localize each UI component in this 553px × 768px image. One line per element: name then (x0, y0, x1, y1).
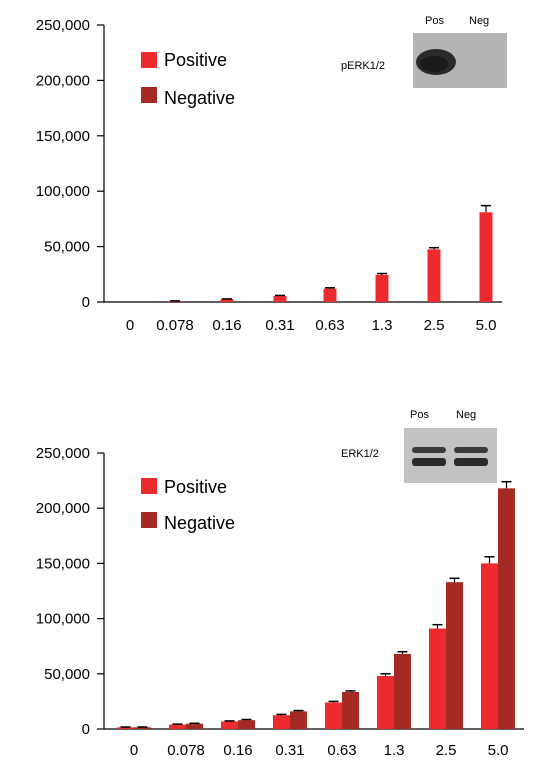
blot-lane-label-neg: Neg (469, 15, 489, 27)
legend-label-positive: Positive (164, 50, 227, 70)
legend-label-positive: Positive (164, 477, 227, 497)
bar-positive (169, 724, 186, 729)
x-tick-label: 5.0 (488, 742, 509, 759)
y-axis: 0 50,000 100,000 150,000 200,000 250,000 (36, 445, 105, 738)
x-tick-label: 0.63 (315, 317, 344, 334)
y-tick-label: 100,000 (36, 183, 90, 200)
y-tick-label: 150,000 (36, 555, 90, 572)
bar-negative (342, 692, 359, 729)
chart-perk: 0 50,000 100,000 150,000 200,000 250,000 0 0.0… (36, 15, 507, 334)
bar-positive (481, 563, 498, 729)
blot-band-neg-upper (454, 447, 488, 453)
x-tick-label: 0.31 (275, 742, 304, 759)
western-blot-inset: Pos Neg pERK1/2 (341, 15, 507, 88)
y-tick-label: 200,000 (36, 72, 90, 89)
bar-negative (134, 727, 151, 729)
x-tick-labels: 0 0.078 0.16 0.31 0.63 1.3 2.5 5.0 (130, 742, 509, 759)
bar-positive (429, 628, 446, 729)
bar-negative (498, 488, 515, 729)
y-tick-label: 150,000 (36, 128, 90, 145)
blot-image (404, 428, 497, 483)
x-tick-label: 0.078 (167, 742, 205, 759)
chart-erk: 0 50,000 100,000 150,000 200,000 250,000 0 0.0… (36, 409, 524, 759)
x-tick-label: 0 (126, 317, 134, 334)
legend-swatch-positive (141, 52, 157, 68)
bar-positive (375, 274, 389, 302)
bar-negative (186, 723, 203, 729)
legend-label-negative: Negative (164, 88, 235, 108)
bar-positive (427, 249, 441, 302)
x-tick-label: 5.0 (476, 317, 497, 334)
blot-lane-label-pos: Pos (410, 409, 429, 421)
legend-swatch-negative (141, 87, 157, 103)
blot-protein-label: pERK1/2 (341, 60, 385, 72)
y-tick-label: 100,000 (36, 611, 90, 628)
bar-positive (325, 702, 342, 729)
bar-positive (479, 212, 493, 302)
x-tick-label: 0.63 (327, 742, 356, 759)
x-tick-labels: 0 0.078 0.16 0.31 0.63 1.3 2.5 5.0 (126, 317, 497, 334)
x-tick-label: 1.3 (384, 742, 405, 759)
x-tick-label: 1.3 (372, 317, 393, 334)
blot-lane-label-neg: Neg (456, 409, 476, 421)
x-tick-label: 2.5 (424, 317, 445, 334)
y-axis: 0 50,000 100,000 150,000 200,000 250,000 (36, 17, 105, 311)
blot-band-pos-upper (412, 447, 446, 453)
x-tick-label: 0 (130, 742, 138, 759)
x-tick-label: 0.16 (223, 742, 252, 759)
bar-positive (273, 295, 287, 302)
bars (168, 204, 493, 302)
bar-negative (394, 653, 411, 729)
bar-positive (117, 727, 134, 729)
legend-swatch-negative (141, 512, 157, 528)
blot-band-neg-lower (454, 458, 488, 466)
bars (117, 480, 515, 729)
legend-label-negative: Negative (164, 513, 235, 533)
legend: Positive Negative (141, 477, 235, 533)
blot-band-pos-lower (412, 458, 446, 466)
blot-protein-label: ERK1/2 (341, 448, 379, 460)
y-tick-label: 50,000 (44, 239, 90, 256)
y-tick-label: 250,000 (36, 17, 90, 34)
bar-positive (221, 721, 238, 729)
western-blot-inset: Pos Neg ERK1/2 (341, 409, 497, 483)
bar-positive (273, 715, 290, 729)
y-tick-label: 50,000 (44, 666, 90, 683)
bar-positive (220, 299, 234, 302)
bar-negative (238, 720, 255, 729)
y-tick-label: 250,000 (36, 445, 90, 462)
bar-negative (446, 582, 463, 729)
x-tick-label: 2.5 (436, 742, 457, 759)
blot-band-pos-core (420, 56, 448, 72)
bar-positive (377, 676, 394, 729)
blot-lane-label-pos: Pos (425, 15, 444, 27)
bar-negative (290, 711, 307, 729)
x-tick-label: 0.078 (156, 317, 194, 334)
x-tick-label: 0.31 (265, 317, 294, 334)
legend-swatch-positive (141, 478, 157, 494)
bar-positive (323, 288, 337, 302)
y-tick-label: 0 (82, 294, 90, 311)
y-tick-label: 200,000 (36, 500, 90, 517)
x-tick-label: 0.16 (212, 317, 241, 334)
y-tick-label: 0 (82, 721, 90, 738)
legend: Positive Negative (141, 50, 235, 108)
